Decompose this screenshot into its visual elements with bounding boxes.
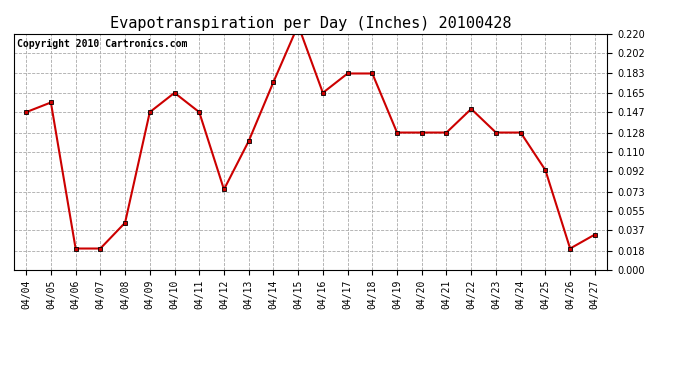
Title: Evapotranspiration per Day (Inches) 20100428: Evapotranspiration per Day (Inches) 2010… [110, 16, 511, 31]
Text: Copyright 2010 Cartronics.com: Copyright 2010 Cartronics.com [17, 39, 187, 48]
